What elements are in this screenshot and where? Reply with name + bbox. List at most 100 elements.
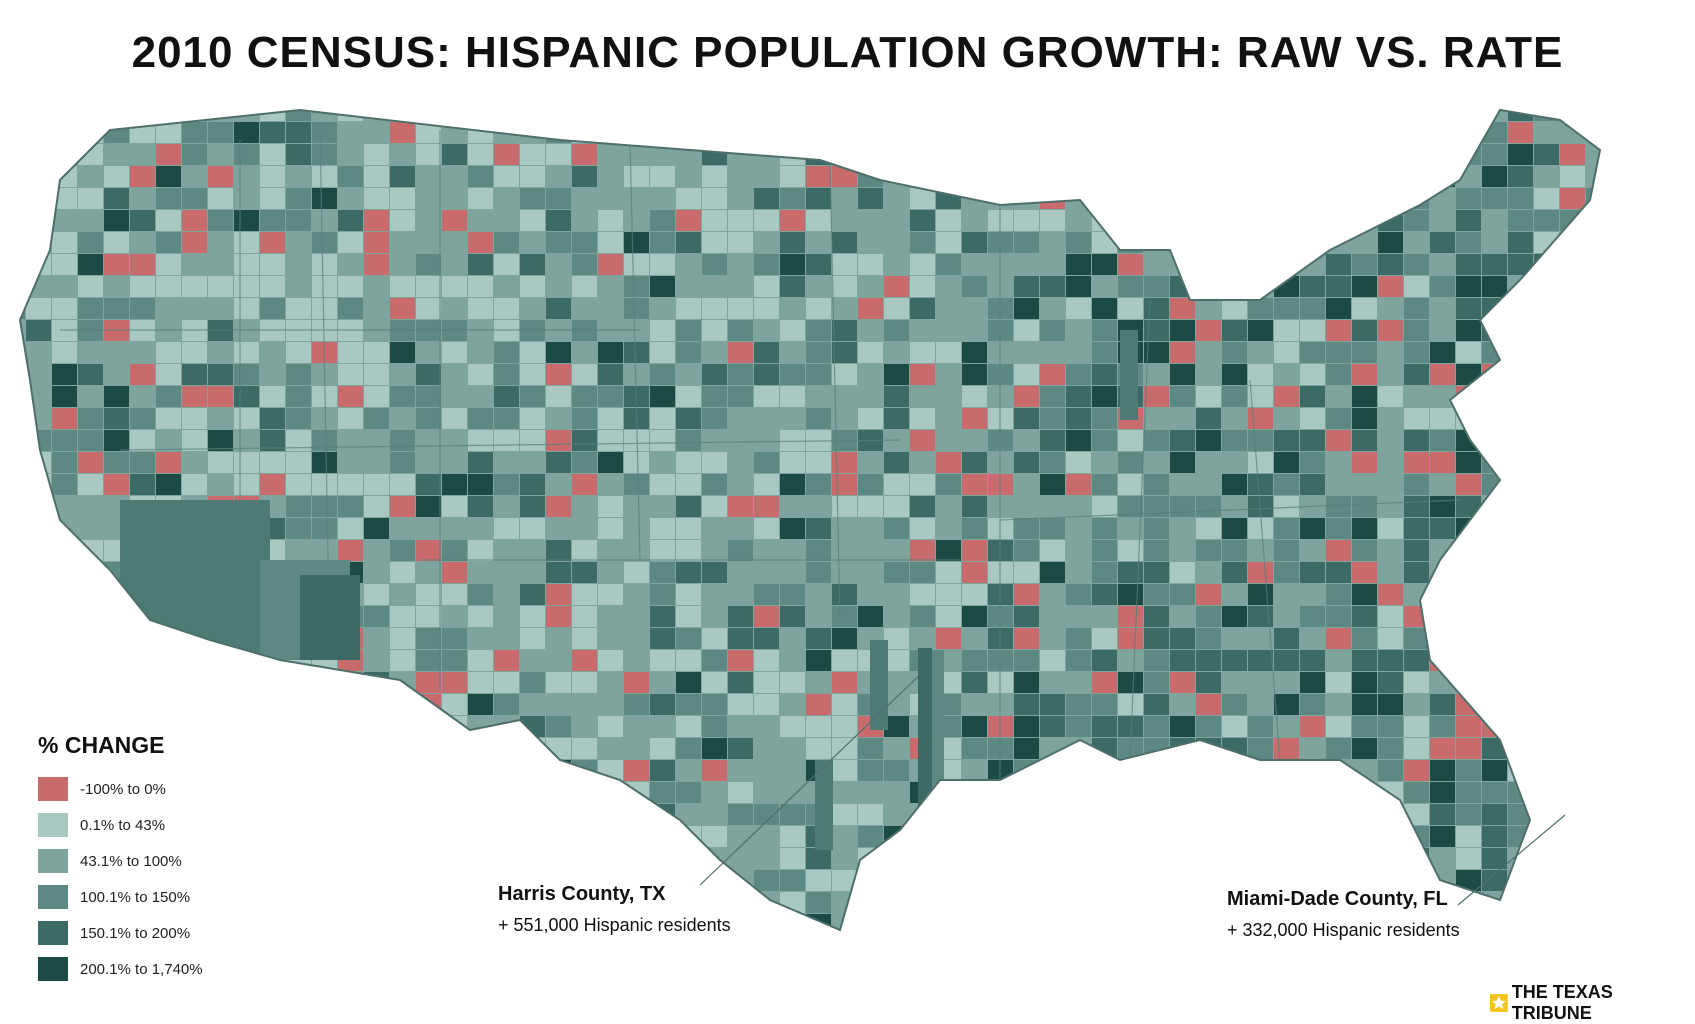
county-tile — [1196, 562, 1221, 583]
county-tile — [676, 628, 701, 649]
county-tile — [1690, 518, 1695, 539]
county-tile — [1014, 540, 1039, 561]
county-tile — [208, 826, 233, 847]
county-tile — [1430, 782, 1455, 803]
county-tile — [780, 518, 805, 539]
county-tile — [1274, 672, 1299, 693]
county-tile — [390, 122, 415, 143]
county-tile — [78, 276, 103, 297]
county-tile — [1378, 562, 1403, 583]
county-tile — [494, 232, 519, 253]
county-tile — [78, 386, 103, 407]
county-tile — [1482, 276, 1507, 297]
county-tile — [780, 210, 805, 231]
county-tile — [650, 672, 675, 693]
county-tile — [1508, 188, 1533, 209]
county-tile — [156, 110, 181, 121]
county-tile — [1274, 496, 1299, 517]
county-tile — [442, 298, 467, 319]
county-tile — [1586, 518, 1600, 539]
county-tile — [1378, 430, 1403, 451]
county-tile — [754, 518, 779, 539]
county-tile — [884, 408, 909, 429]
county-tile — [156, 628, 181, 649]
county-tile — [442, 110, 467, 121]
county-tile — [234, 166, 259, 187]
county-tile — [416, 166, 441, 187]
county-tile — [1690, 210, 1695, 231]
county-tile — [650, 936, 675, 957]
county-tile — [1482, 298, 1507, 319]
county-tile — [1534, 474, 1559, 495]
county-tile — [338, 254, 363, 275]
county-tile — [1170, 210, 1195, 231]
county-tile — [234, 254, 259, 275]
county-tile — [910, 144, 935, 165]
county-tile — [1326, 144, 1351, 165]
county-tile — [1378, 122, 1403, 143]
county-tile — [1014, 782, 1039, 803]
county-tile — [1482, 760, 1507, 781]
county-tile — [1326, 210, 1351, 231]
county-tile — [858, 122, 883, 143]
legend: % CHANGE -100% to 0% 0.1% to 43% 43.1% t… — [38, 732, 203, 987]
county-tile — [234, 452, 259, 473]
county-tile — [156, 672, 181, 693]
county-tile — [1144, 342, 1169, 363]
county-tile — [208, 298, 233, 319]
county-tile — [1300, 122, 1325, 143]
county-tile — [1222, 782, 1247, 803]
county-tile — [1196, 694, 1221, 715]
county-tile — [702, 694, 727, 715]
county-tile — [1118, 122, 1143, 143]
county-tile — [1430, 144, 1455, 165]
county-tile — [20, 694, 25, 715]
county-tile — [884, 936, 909, 957]
county-tile — [338, 210, 363, 231]
county-tile — [572, 826, 597, 847]
county-tile — [364, 848, 389, 869]
county-tile — [52, 210, 77, 231]
county-tile — [52, 540, 77, 561]
county-tile — [1352, 606, 1377, 627]
county-tile — [936, 430, 961, 451]
county-tile — [1534, 628, 1559, 649]
county-tile — [234, 342, 259, 363]
county-tile — [182, 364, 207, 385]
county-tile — [1586, 826, 1600, 847]
county-tile — [702, 320, 727, 341]
county-tile — [286, 364, 311, 385]
county-tile — [208, 936, 233, 957]
county-tile — [1638, 474, 1663, 495]
county-tile — [1014, 276, 1039, 297]
county-tile — [26, 496, 51, 517]
county-tile — [1066, 892, 1091, 913]
county-tile — [1300, 540, 1325, 561]
county-tile — [494, 254, 519, 275]
county-tile — [208, 452, 233, 473]
county-tile — [1612, 782, 1637, 803]
county-tile — [754, 540, 779, 561]
county-tile — [598, 716, 623, 737]
county-tile — [1014, 386, 1039, 407]
county-tile — [1014, 232, 1039, 253]
county-tile — [494, 540, 519, 561]
county-tile — [1404, 672, 1429, 693]
county-tile — [1430, 110, 1455, 121]
county-tile — [208, 892, 233, 913]
county-tile — [338, 826, 363, 847]
county-tile — [1378, 606, 1403, 627]
county-tile — [364, 870, 389, 891]
county-tile — [624, 738, 649, 759]
county-tile — [1196, 474, 1221, 495]
county-tile — [1014, 110, 1039, 121]
county-tile — [520, 122, 545, 143]
county-tile — [780, 342, 805, 363]
county-tile — [1144, 144, 1169, 165]
county-tile — [1664, 848, 1689, 869]
county-tile — [20, 716, 25, 737]
county-tile — [156, 254, 181, 275]
county-tile — [1014, 188, 1039, 209]
county-tile — [1014, 430, 1039, 451]
county-tile — [286, 188, 311, 209]
